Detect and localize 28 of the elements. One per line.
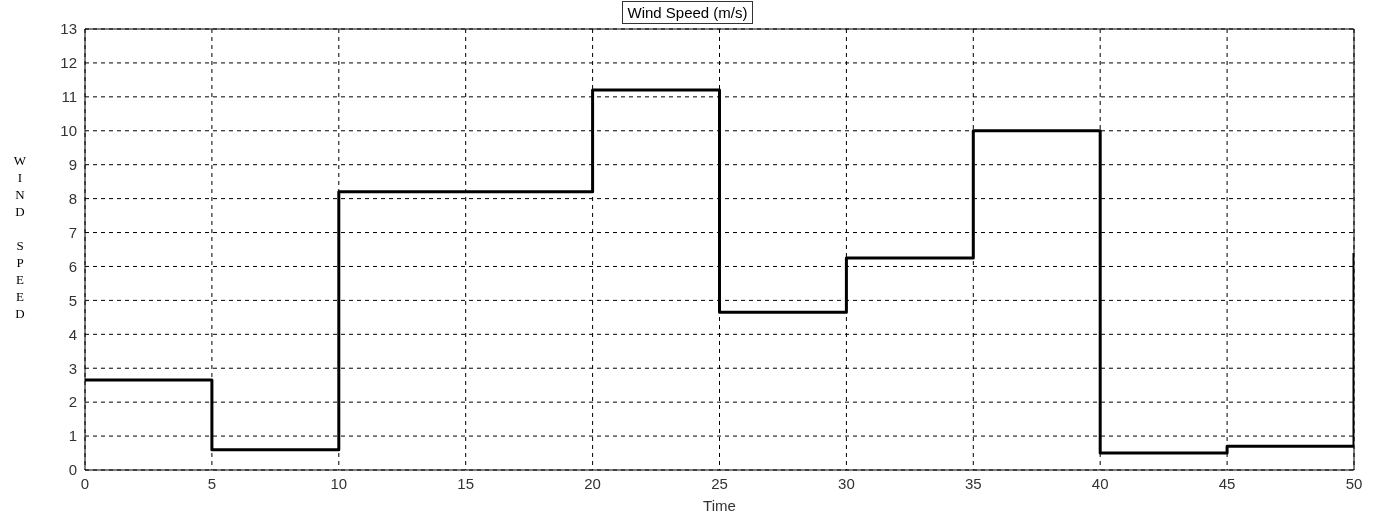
x-tick-label: 35 — [964, 474, 982, 492]
x-tick-label: 50 — [1345, 474, 1363, 492]
y-tick-label: 12 — [60, 54, 77, 72]
y-tick-label: 8 — [68, 189, 77, 207]
y-tick-label: 4 — [68, 325, 77, 343]
y-tick-label: 6 — [68, 257, 77, 275]
y-tick-label: 13 — [60, 20, 77, 38]
text: WIND SPEED — [13, 152, 27, 321]
y-tick-label: 10 — [60, 122, 77, 140]
x-tick-label: 5 — [207, 474, 217, 492]
x-tick-label: 0 — [80, 474, 90, 492]
chart-title: Wind Speed (m/s) — [622, 1, 753, 24]
y-tick-label: 2 — [68, 393, 77, 411]
y-tick-label: 3 — [68, 359, 77, 377]
y-tick-label: 11 — [61, 88, 77, 106]
x-axis-title: Time — [703, 497, 736, 514]
x-tick-label: 20 — [584, 474, 601, 492]
y-tick-label: 0 — [68, 461, 77, 479]
y-tick-label: 5 — [68, 291, 77, 309]
x-tick-label: 30 — [838, 474, 855, 492]
x-tick-label: 10 — [330, 474, 348, 492]
y-tick-label: 7 — [68, 223, 77, 241]
y-tick-label: 1 — [68, 427, 77, 445]
x-tick-label: 25 — [711, 474, 728, 492]
x-tick-label: 45 — [1218, 474, 1236, 492]
x-tick-label: 40 — [1091, 474, 1109, 492]
x-tick-label: 15 — [457, 474, 475, 492]
y-tick-label: 9 — [68, 156, 77, 174]
